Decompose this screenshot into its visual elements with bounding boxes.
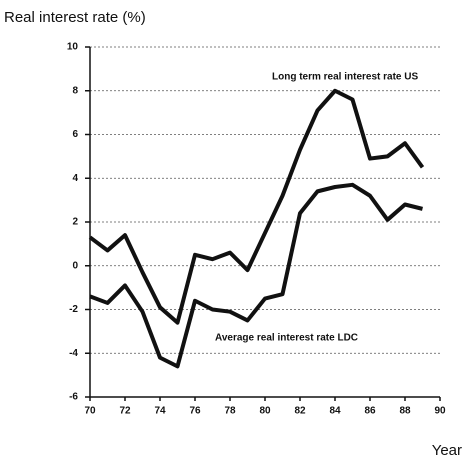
x-tick-label: 78: [224, 406, 236, 417]
x-tick-label: 82: [294, 406, 306, 417]
y-axis-label: Real interest rate (%): [4, 9, 146, 26]
x-tick-label: 90: [434, 406, 446, 417]
x-tick-label: 70: [84, 406, 96, 417]
x-tick-label: 86: [364, 406, 376, 417]
y-tick-label: 0: [72, 260, 78, 271]
x-tick-label: 88: [399, 406, 411, 417]
x-tick-label: 76: [189, 406, 201, 417]
y-tick-label: 4: [72, 173, 78, 184]
annotation: Long term real interest rate US: [272, 72, 418, 83]
y-tick-label: -6: [69, 392, 78, 403]
y-tick-label: 10: [67, 42, 79, 53]
x-tick-label: 72: [119, 406, 131, 417]
y-tick-label: 2: [72, 217, 78, 228]
x-tick-label: 80: [259, 406, 271, 417]
x-axis-label: Year: [432, 442, 462, 459]
x-tick-label: 84: [329, 406, 341, 417]
y-tick-label: 6: [72, 129, 78, 140]
y-tick-label: -2: [69, 304, 78, 315]
annotation: Average real interest rate LDC: [215, 333, 358, 344]
series-line: [88, 88, 425, 325]
x-tick-label: 74: [154, 406, 166, 417]
y-tick-label: -4: [69, 348, 78, 359]
y-tick-label: 8: [72, 85, 78, 96]
series-line: [89, 182, 423, 369]
